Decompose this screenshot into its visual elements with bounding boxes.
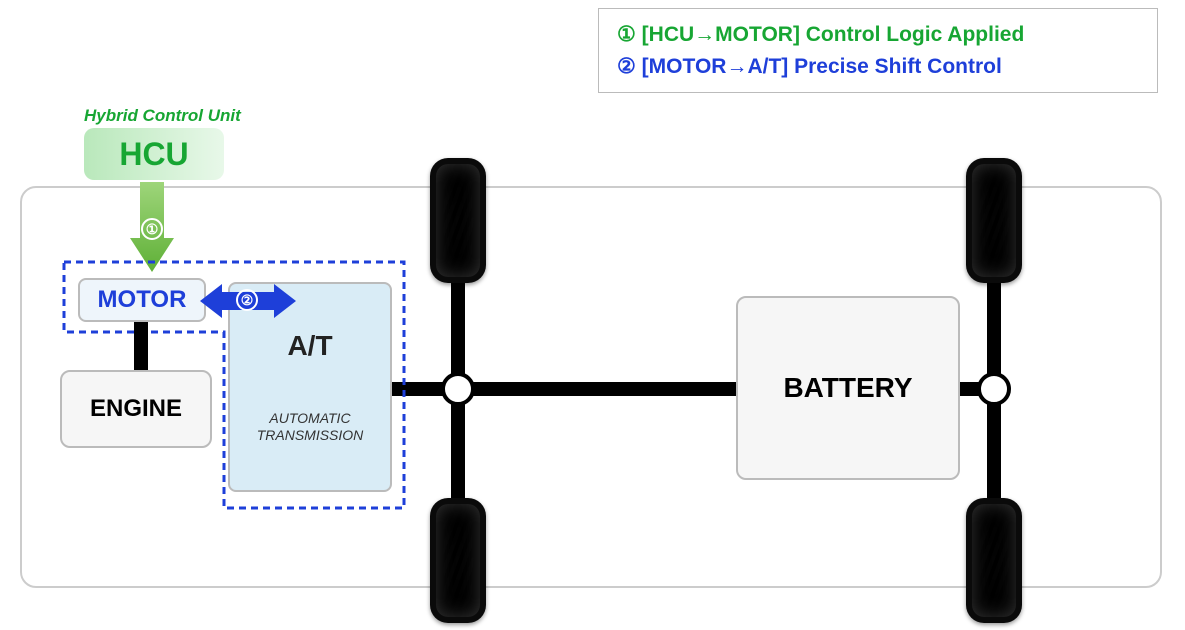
hcu-box: HCU (84, 128, 224, 180)
arrow1-badge: ① (141, 218, 163, 240)
hcu-caption: Hybrid Control Unit (84, 106, 241, 126)
hcu-label: HCU (119, 136, 188, 173)
legend-2-num: ② (617, 55, 636, 78)
wheel-front-bottom (430, 498, 486, 623)
arrow1-num: ① (146, 221, 159, 238)
legend-box: ① [HCU→MOTOR] Control Logic Applied ② [M… (598, 8, 1158, 93)
front-hub (441, 372, 475, 406)
at-sub2: TRANSMISSION (257, 427, 364, 443)
wheel-rear-top (966, 158, 1022, 283)
motor-label: MOTOR (98, 286, 187, 314)
engine-label: ENGINE (90, 395, 182, 423)
at-label: A/T (287, 330, 332, 362)
battery-box: BATTERY (736, 296, 960, 480)
legend-line-1: ① [HCU→MOTOR] Control Logic Applied (617, 19, 1139, 51)
arrow2-num: ② (241, 292, 254, 309)
legend-1-num: ① (617, 23, 636, 46)
battery-label: BATTERY (783, 372, 912, 404)
legend-2-text: [MOTOR→A/T] Precise Shift Control (642, 55, 1002, 78)
legend-1-text: [HCU→MOTOR] Control Logic Applied (642, 23, 1025, 46)
wheel-front-top (430, 158, 486, 283)
motor-box: MOTOR (78, 278, 206, 322)
rear-hub (977, 372, 1011, 406)
arrow2-badge: ② (236, 289, 258, 311)
engine-box: ENGINE (60, 370, 212, 448)
motor-engine-link (134, 322, 148, 372)
at-sublabel: AUTOMATIC TRANSMISSION (257, 410, 364, 445)
at-sub1: AUTOMATIC (269, 410, 350, 426)
wheel-rear-bottom (966, 498, 1022, 623)
legend-line-2: ② [MOTOR→A/T] Precise Shift Control (617, 51, 1139, 83)
